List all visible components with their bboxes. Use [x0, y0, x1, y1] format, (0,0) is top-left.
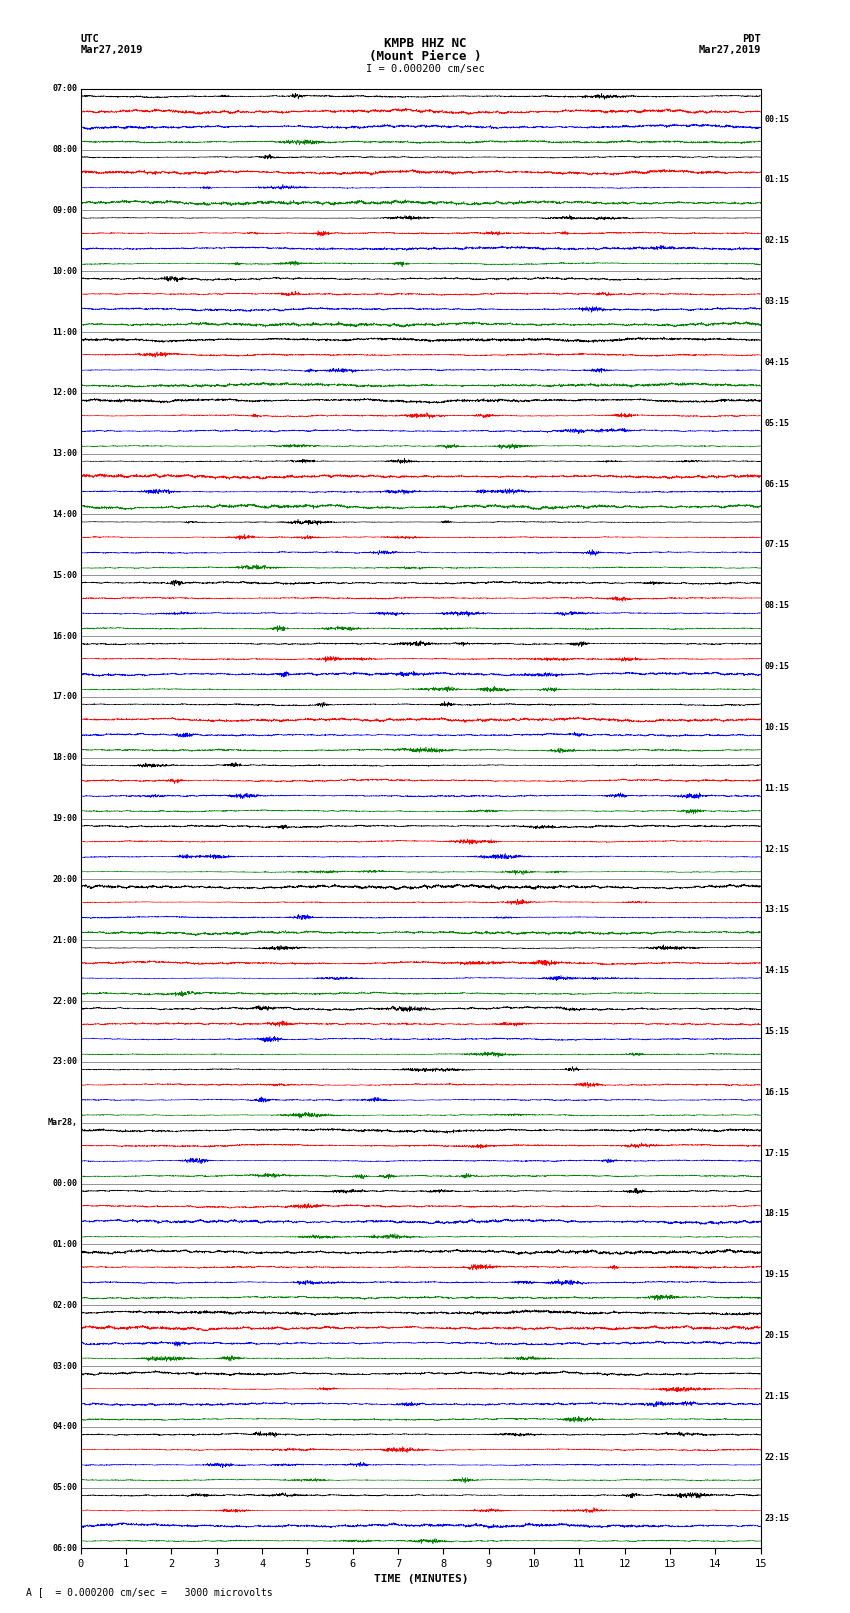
Text: PDT: PDT: [742, 34, 761, 44]
Text: 08:00: 08:00: [53, 145, 77, 153]
Text: 18:15: 18:15: [764, 1210, 789, 1218]
Text: 11:15: 11:15: [764, 784, 789, 792]
Text: 05:00: 05:00: [53, 1484, 77, 1492]
Text: 14:15: 14:15: [764, 966, 789, 976]
Text: 19:15: 19:15: [764, 1271, 789, 1279]
Text: 13:00: 13:00: [53, 448, 77, 458]
Text: UTC: UTC: [81, 34, 99, 44]
Text: 10:15: 10:15: [764, 723, 789, 732]
Text: 08:15: 08:15: [764, 602, 789, 610]
Text: 14:00: 14:00: [53, 510, 77, 519]
Text: 00:15: 00:15: [764, 115, 789, 124]
Text: 03:15: 03:15: [764, 297, 789, 306]
Text: 05:15: 05:15: [764, 419, 789, 427]
Text: 00:00: 00:00: [53, 1179, 77, 1189]
Text: 09:15: 09:15: [764, 661, 789, 671]
Text: 21:15: 21:15: [764, 1392, 789, 1402]
Text: 02:00: 02:00: [53, 1300, 77, 1310]
Text: 20:15: 20:15: [764, 1331, 789, 1340]
Text: 17:00: 17:00: [53, 692, 77, 702]
Text: 10:00: 10:00: [53, 266, 77, 276]
Text: 06:15: 06:15: [764, 479, 789, 489]
Text: (Mount Pierce ): (Mount Pierce ): [369, 50, 481, 63]
Text: 12:15: 12:15: [764, 845, 789, 853]
Text: 01:15: 01:15: [764, 176, 789, 184]
Text: 15:15: 15:15: [764, 1027, 789, 1036]
Text: 19:00: 19:00: [53, 815, 77, 823]
Text: 18:00: 18:00: [53, 753, 77, 763]
Text: Mar28,: Mar28,: [48, 1118, 77, 1127]
Text: 20:00: 20:00: [53, 874, 77, 884]
Text: 21:00: 21:00: [53, 936, 77, 945]
Text: 22:15: 22:15: [764, 1453, 789, 1461]
Text: 07:00: 07:00: [53, 84, 77, 94]
Text: 07:15: 07:15: [764, 540, 789, 550]
Text: KMPB HHZ NC: KMPB HHZ NC: [383, 37, 467, 50]
Text: 16:15: 16:15: [764, 1087, 789, 1097]
Text: 03:00: 03:00: [53, 1361, 77, 1371]
Text: 16:00: 16:00: [53, 632, 77, 640]
Text: 22:00: 22:00: [53, 997, 77, 1005]
Text: 17:15: 17:15: [764, 1148, 789, 1158]
Text: 12:00: 12:00: [53, 389, 77, 397]
Text: A [  = 0.000200 cm/sec =   3000 microvolts: A [ = 0.000200 cm/sec = 3000 microvolts: [26, 1587, 272, 1597]
Text: 09:00: 09:00: [53, 206, 77, 215]
Text: 11:00: 11:00: [53, 327, 77, 337]
Text: I = 0.000200 cm/sec: I = 0.000200 cm/sec: [366, 65, 484, 74]
Text: 01:00: 01:00: [53, 1240, 77, 1248]
Text: Mar27,2019: Mar27,2019: [698, 45, 761, 55]
Text: Mar27,2019: Mar27,2019: [81, 45, 144, 55]
Text: 04:15: 04:15: [764, 358, 789, 366]
Text: 13:15: 13:15: [764, 905, 789, 915]
Text: 06:00: 06:00: [53, 1544, 77, 1553]
Text: 04:00: 04:00: [53, 1423, 77, 1431]
Text: 23:15: 23:15: [764, 1513, 789, 1523]
Text: 15:00: 15:00: [53, 571, 77, 579]
X-axis label: TIME (MINUTES): TIME (MINUTES): [373, 1574, 468, 1584]
Text: 02:15: 02:15: [764, 235, 789, 245]
Text: 23:00: 23:00: [53, 1058, 77, 1066]
